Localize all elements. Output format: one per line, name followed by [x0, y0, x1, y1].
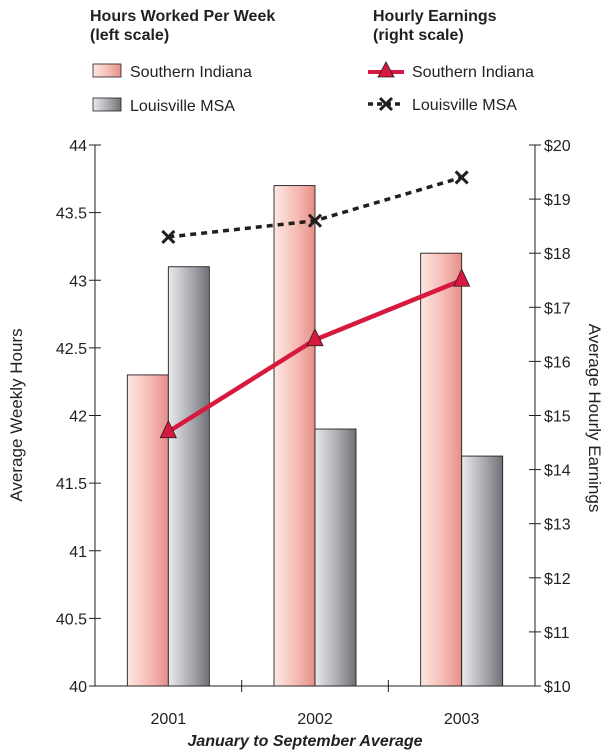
right-tick-label: $13	[544, 517, 571, 534]
right-tick-label: $15	[544, 409, 571, 426]
right-tick-label: $16	[544, 354, 571, 371]
left-tick-label: 42.5	[56, 341, 87, 358]
bar-southern-indiana	[273, 185, 316, 687]
legend-lines-title-line1: Hourly Earnings	[373, 8, 497, 25]
x-axis-title: January to September Average	[187, 733, 422, 750]
y-right-axis-title: Average Hourly Earnings	[585, 324, 604, 513]
right-tick-label: $19	[544, 192, 571, 209]
bar-southern-indiana	[126, 374, 169, 687]
bars	[126, 185, 504, 687]
legend-swatch-southern-indiana-line	[368, 61, 404, 78]
y-left-axis-title: Average Weekly Hours	[7, 328, 26, 501]
right-tick-label: $20	[544, 138, 571, 155]
x-tick-label: 2001	[151, 711, 187, 728]
bar-louisville-msa	[167, 266, 210, 687]
bar-louisville-msa	[314, 428, 357, 687]
marker-southern-indiana	[453, 268, 471, 287]
x-tick-label: 2003	[444, 711, 480, 728]
legend-bars-title-line2: (left scale)	[90, 27, 169, 44]
marker-southern-indiana	[159, 419, 177, 439]
bar-southern-indiana	[420, 252, 463, 687]
left-tick-label: 42	[69, 409, 87, 426]
x-tick-label: 2002	[297, 711, 333, 728]
axes: 40 40.5 41 41.5 42 42.5 43 43.5 44 $10 $11 $12 $13 $…	[56, 138, 571, 728]
legend: Hours Worked Per Week (left scale) Hourl…	[90, 8, 534, 115]
legend-lines-title-line2: (right scale)	[373, 27, 464, 44]
legend-bars-title-line1: Hours Worked Per Week	[90, 8, 275, 25]
left-tick-label: 41	[69, 544, 87, 561]
left-tick-label: 40.5	[56, 611, 87, 628]
right-tick-label: $12	[544, 571, 571, 588]
marker-louisville-msa	[454, 170, 469, 185]
legend-swatch-southern-indiana-bar	[92, 63, 122, 78]
marker-southern-indiana	[306, 327, 324, 347]
legend-label-southern-indiana-bar: Southern Indiana	[130, 64, 252, 81]
legend-swatch-louisville-line	[368, 96, 404, 112]
left-tick-label: 40	[69, 679, 87, 696]
marker-louisville-msa	[307, 213, 323, 228]
bar-louisville-msa	[461, 455, 504, 687]
right-tick-label: $17	[544, 300, 571, 317]
legend-swatch-louisville-bar	[92, 97, 122, 112]
right-tick-label: $18	[544, 246, 571, 263]
legend-label-louisville-line: Louisville MSA	[412, 97, 517, 114]
legend-label-southern-indiana-line: Southern Indiana	[412, 64, 534, 81]
left-tick-label: 43.5	[56, 206, 87, 223]
left-tick-label: 43	[69, 273, 87, 290]
marker-louisville-msa	[161, 229, 176, 245]
legend-label-louisville-bar: Louisville MSA	[130, 98, 235, 115]
right-tick-label: $10	[544, 679, 571, 696]
right-tick-label: $14	[544, 463, 571, 480]
left-tick-label: 44	[69, 138, 87, 155]
lines	[159, 170, 471, 439]
right-tick-label: $11	[544, 625, 570, 642]
left-tick-label: 41.5	[56, 476, 87, 493]
